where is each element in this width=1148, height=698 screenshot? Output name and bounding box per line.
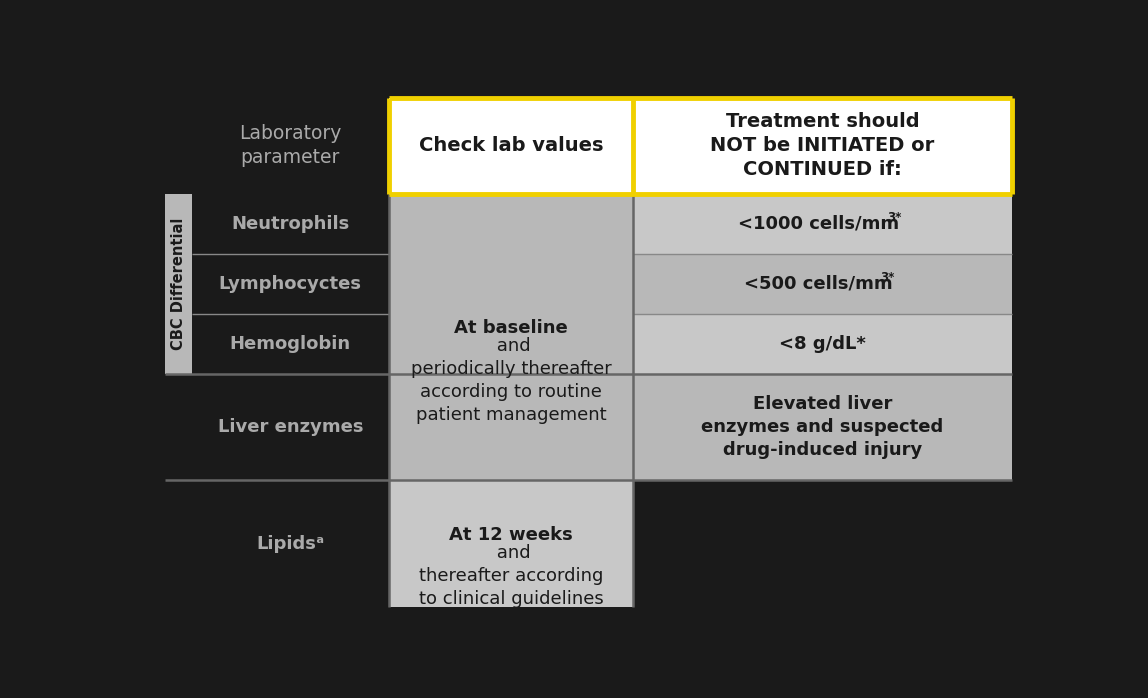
Text: Liver enzymes: Liver enzymes (218, 418, 363, 436)
Bar (634, 254, 1011, 314)
Bar (165, 374, 192, 480)
Bar (634, 194, 1011, 254)
Text: and
periodically thereafter
according to routine
patient management: and periodically thereafter according to… (411, 337, 612, 424)
Text: Laboratory
parameter: Laboratory parameter (239, 124, 342, 168)
Text: 3*: 3* (886, 211, 901, 224)
Bar (389, 480, 634, 607)
Bar (165, 480, 192, 607)
Text: Check lab values: Check lab values (419, 136, 604, 155)
Text: At 12 weeks: At 12 weeks (449, 526, 573, 544)
Text: CBC Differential: CBC Differential (171, 218, 186, 350)
Bar (192, 314, 389, 374)
Bar (634, 314, 1011, 374)
Bar (192, 194, 389, 254)
Bar (192, 98, 389, 194)
Text: 3*: 3* (881, 272, 895, 284)
Text: <1000 cells/mm: <1000 cells/mm (738, 215, 899, 233)
Bar (165, 194, 192, 374)
Bar (634, 480, 1011, 607)
Text: Lymphocyctes: Lymphocyctes (219, 275, 362, 293)
Bar (389, 194, 634, 480)
Text: <8 g/dL*: <8 g/dL* (779, 335, 866, 353)
Text: Hemoglobin: Hemoglobin (230, 335, 351, 353)
Text: and
thereafter according
to clinical guidelines: and thereafter according to clinical gui… (419, 544, 604, 608)
Bar (192, 254, 389, 314)
Text: Lipidsᵃ: Lipidsᵃ (256, 535, 325, 553)
Text: Neutrophils: Neutrophils (231, 215, 349, 233)
Text: Elevated liver
enzymes and suspected
drug-induced injury: Elevated liver enzymes and suspected dru… (701, 395, 944, 459)
Text: Treatment should
NOT be INITIATED or
CONTINUED if:: Treatment should NOT be INITIATED or CON… (711, 112, 934, 179)
Bar (634, 374, 1011, 480)
Bar (192, 480, 389, 607)
Text: At baseline: At baseline (455, 319, 568, 337)
Bar (389, 98, 1011, 194)
Bar (192, 374, 389, 480)
Text: <500 cells/mm: <500 cells/mm (744, 275, 893, 293)
